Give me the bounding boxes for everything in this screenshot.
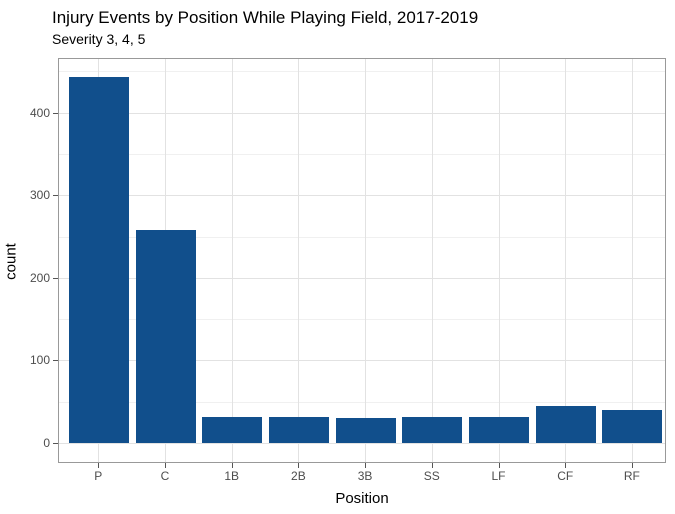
gridline-major-0 <box>59 443 665 444</box>
y-tick-label-0: 0 <box>43 436 50 450</box>
x-tick-label-C: C <box>160 469 170 483</box>
bar-1B <box>202 417 263 443</box>
y-tick-0 <box>53 443 58 444</box>
y-tick-label-300: 300 <box>29 188 50 203</box>
y-axis-title: count <box>2 243 20 280</box>
gridline-major-200 <box>59 277 665 279</box>
x-tick-label-RF: RF <box>623 469 640 483</box>
gridline-x-SS <box>431 59 433 462</box>
bar-3B <box>335 418 396 443</box>
y-tick-300 <box>53 195 58 197</box>
gridline-x-1B <box>231 59 233 462</box>
x-tick-CF <box>565 463 567 468</box>
plot-panel <box>58 58 666 463</box>
x-tick-P <box>98 463 100 468</box>
gridline-x-CF <box>565 59 567 462</box>
x-tick-SS <box>431 463 433 468</box>
x-tick-label-LF: LF <box>491 469 506 483</box>
gridline-minor-250 <box>59 236 665 238</box>
gridline-minor-350 <box>59 153 665 155</box>
gridline-major-300 <box>59 195 665 197</box>
gridline-x-2B <box>298 59 300 462</box>
gridline-major-100 <box>59 360 665 362</box>
gridline-x-LF <box>498 59 500 462</box>
x-tick-RF <box>631 463 633 468</box>
bar-CF <box>535 405 596 443</box>
y-tick-400 <box>53 112 58 114</box>
gridline-minor-150 <box>59 319 665 321</box>
y-tick-label-200: 200 <box>29 270 50 285</box>
x-tick-C <box>165 463 166 468</box>
x-tick-label-2B: 2B <box>291 469 306 483</box>
gridline-minor-450 <box>59 71 665 73</box>
y-tick-200 <box>53 277 58 279</box>
chart-subtitle: Severity 3, 4, 5 <box>52 31 146 47</box>
x-tick-label-CF: CF <box>557 469 574 483</box>
x-tick-label-3B: 3B <box>357 469 373 483</box>
bar-LF <box>469 416 529 443</box>
x-tick-LF <box>498 463 500 468</box>
gridline-minor-50 <box>59 401 665 403</box>
x-tick-label-SS: SS <box>423 469 440 483</box>
bar-C <box>135 229 196 443</box>
bar-SS <box>402 416 463 443</box>
y-tick-100 <box>53 360 58 362</box>
x-tick-1B <box>231 463 233 468</box>
chart-title: Injury Events by Position While Playing … <box>52 8 479 27</box>
x-axis-title: Position <box>335 490 389 507</box>
bar-P <box>68 77 129 443</box>
gridline-x-RF <box>631 59 633 462</box>
y-tick-label-400: 400 <box>29 105 50 120</box>
bar-RF <box>602 409 663 443</box>
gridline-major-400 <box>59 112 665 114</box>
x-tick-2B <box>298 463 300 468</box>
x-tick-label-P: P <box>94 469 103 483</box>
x-tick-label-1B: 1B <box>224 469 240 483</box>
x-tick-3B <box>365 463 367 468</box>
gridline-x-3B <box>365 59 367 462</box>
y-tick-label-100: 100 <box>29 353 50 368</box>
bar-2B <box>268 416 329 443</box>
